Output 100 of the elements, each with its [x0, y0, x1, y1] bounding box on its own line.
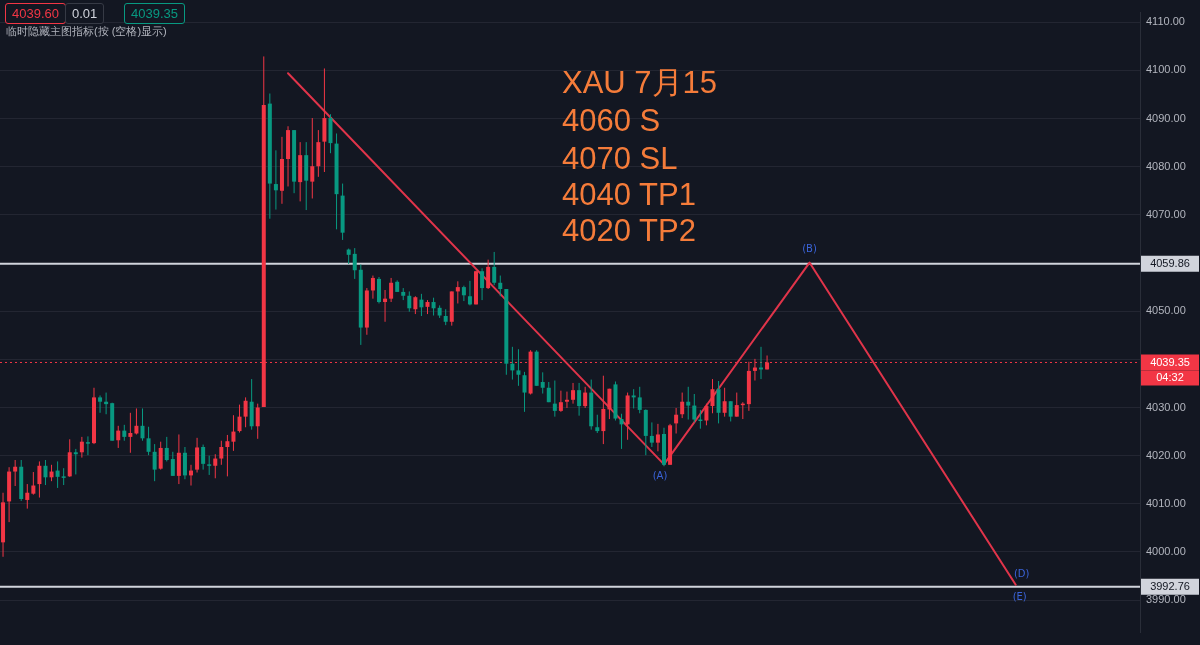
candlestick	[716, 380, 721, 424]
annotation: 0.01	[65, 3, 105, 24]
candlestick	[231, 414, 236, 452]
candlestick	[176, 433, 181, 485]
candlestick	[522, 371, 527, 413]
annotation: 4039.60	[5, 3, 66, 24]
annotation: 4070 SL	[562, 141, 678, 177]
candlestick	[728, 400, 733, 422]
y-tick-label: 4000.00	[1146, 545, 1186, 558]
candlestick	[128, 412, 133, 454]
y-tick-label: 3990.00	[1146, 593, 1186, 606]
candlestick	[407, 290, 412, 313]
annotation: XAU 7月15	[562, 64, 718, 102]
candlestick	[55, 460, 60, 489]
candlestick	[467, 280, 472, 306]
candlestick	[201, 444, 206, 471]
candlestick	[255, 403, 260, 440]
candlestick	[164, 436, 169, 462]
candlestick	[134, 407, 139, 435]
candlestick	[85, 435, 90, 456]
annotation: 4039.35	[124, 3, 185, 24]
candlestick	[455, 280, 460, 304]
y-tick-label: 4010.00	[1146, 496, 1186, 509]
candlestick	[243, 396, 248, 428]
candlestick	[601, 375, 606, 445]
y-tick-label: 4080.00	[1146, 159, 1186, 172]
candlestick	[273, 149, 278, 211]
candlestick	[152, 443, 157, 482]
candlestick	[207, 455, 212, 476]
annotation: 4040 TP1	[562, 177, 696, 213]
annotation: (D)	[1013, 568, 1030, 580]
candlestick	[577, 382, 582, 417]
candlestick	[498, 275, 503, 297]
candlestick	[146, 426, 151, 456]
candlestick	[516, 348, 521, 387]
candlestick	[98, 394, 103, 414]
candlestick	[492, 251, 497, 286]
candlestick	[552, 380, 557, 418]
candlestick	[637, 386, 642, 414]
candlestick	[710, 378, 715, 414]
candlestick	[571, 382, 576, 405]
y-tick-label: 4110.00	[1146, 15, 1185, 28]
annotation: (A)	[652, 469, 668, 481]
candlestick	[73, 448, 78, 475]
annotation: (B)	[802, 243, 817, 255]
candlestick	[583, 386, 588, 409]
candlestick	[655, 423, 660, 452]
candlestick	[680, 392, 685, 419]
annotation: 4020 TP2	[562, 213, 696, 249]
candlestick	[734, 392, 739, 418]
candlestick	[116, 425, 121, 449]
text: 04:32	[1156, 371, 1184, 383]
candlestick	[461, 285, 466, 302]
candlestick	[25, 483, 30, 510]
candlestick	[595, 414, 600, 434]
candlestick	[43, 459, 48, 486]
candlestick	[389, 277, 394, 303]
candlestick	[237, 404, 242, 434]
y-tick-label: 4090.00	[1146, 111, 1186, 124]
candlestick	[310, 117, 315, 199]
candlestick	[352, 247, 357, 280]
candlestick	[213, 453, 218, 479]
candlestick	[158, 441, 163, 471]
y-tick-label: 4020.00	[1146, 448, 1186, 461]
candlestick	[674, 407, 679, 435]
candlestick	[649, 421, 654, 448]
candlestick	[692, 393, 697, 423]
candlestick	[219, 440, 224, 466]
candlestick	[182, 446, 187, 480]
candlestick	[195, 437, 200, 474]
candlestick	[370, 275, 375, 300]
candlestick	[225, 434, 230, 477]
y-tick-label: 4030.00	[1146, 400, 1186, 413]
candlestick	[376, 276, 381, 304]
annotation: 临时隐藏主图指标(按 (空格)显示)	[6, 24, 167, 39]
candlestick	[383, 289, 388, 323]
candlestick	[631, 388, 636, 409]
candlestick	[540, 371, 545, 395]
candlestick	[558, 390, 563, 413]
candlestick	[79, 436, 84, 459]
candlestick	[170, 451, 175, 477]
candlestick	[686, 386, 691, 421]
candlestick	[722, 387, 727, 418]
candlestick	[140, 407, 145, 442]
candlestick	[419, 293, 424, 317]
y-tick-label: 4070.00	[1146, 207, 1186, 220]
candlestick	[322, 67, 327, 173]
candlestick	[480, 267, 485, 301]
candlestick	[619, 413, 624, 450]
candlestick	[31, 471, 36, 496]
y-tick-label: 4100.00	[1146, 63, 1186, 76]
candlestick	[564, 391, 569, 409]
ref-line-label: 4059.86	[1150, 256, 1190, 269]
candlestick	[486, 259, 491, 290]
ref-line-label: 4039.35	[1150, 355, 1190, 368]
candlestick	[37, 460, 42, 499]
annotation: 4060 S	[562, 103, 661, 139]
ref-line-label: 3992.76	[1150, 579, 1190, 592]
y-tick-label: 4050.00	[1146, 304, 1186, 317]
candlestick	[13, 459, 18, 487]
